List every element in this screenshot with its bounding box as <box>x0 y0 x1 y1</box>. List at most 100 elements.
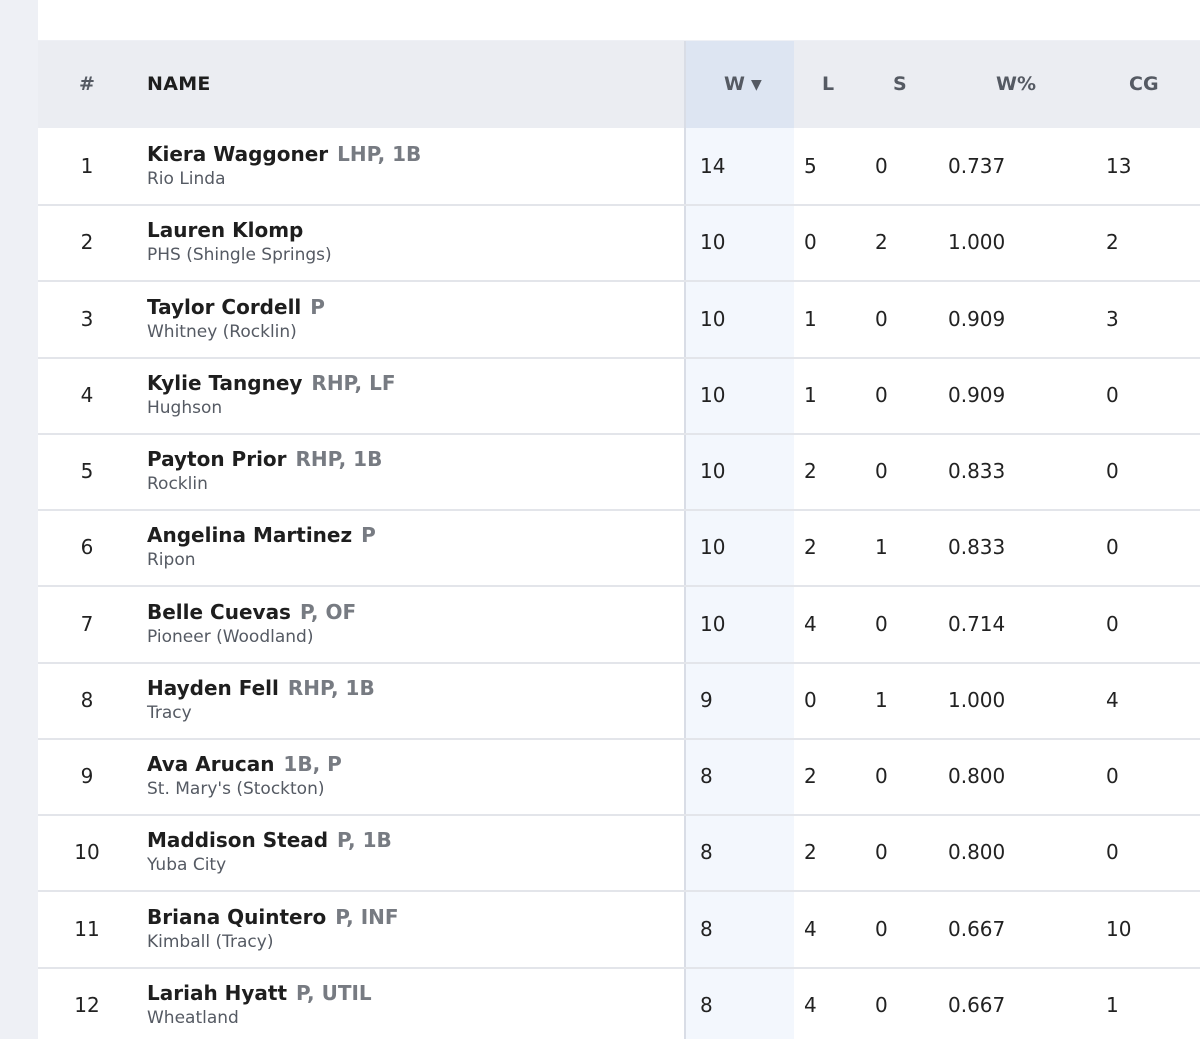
s-cell: 0 <box>875 611 888 636</box>
player-cell: Maddison Stead P, 1B Yuba City <box>147 827 392 877</box>
player-cell: Belle Cuevas P, OF Pioneer (Woodland) <box>147 599 356 649</box>
table-row[interactable]: 9 Ava Arucan 1B, P St. Mary's (Stockton) 8 2… <box>38 738 1200 816</box>
player-name-line: Hayden Fell RHP, 1B <box>147 675 375 701</box>
player-school: Rio Linda <box>147 169 226 189</box>
l-cell: 2 <box>804 840 817 865</box>
table-row[interactable]: 4 Kylie Tangney RHP, LF Hughson 10 1 0 0.909 0 <box>38 357 1200 435</box>
player-position: P <box>310 294 325 319</box>
player-name[interactable]: Lariah Hyatt <box>147 980 288 1005</box>
header-rank[interactable]: # <box>79 73 95 95</box>
player-position: 1B, P <box>283 752 342 776</box>
player-name-line: Kylie Tangney RHP, LF <box>147 370 396 396</box>
player-name[interactable]: Hayden Fell <box>147 675 279 700</box>
header-wpct[interactable]: W% <box>996 73 1036 95</box>
player-position: P <box>361 523 376 548</box>
player-name[interactable]: Ava Arucan <box>147 752 275 776</box>
header-s[interactable]: S <box>893 73 907 95</box>
player-position: LHP, 1B <box>337 142 422 166</box>
player-name[interactable]: Belle Cuevas <box>147 599 291 624</box>
wpct-cell: 1.000 <box>948 230 1006 255</box>
rank-cell: 9 <box>80 764 94 788</box>
player-cell: Lauren Klomp PHS (Shingle Springs) <box>147 217 332 267</box>
w-cell: 8 <box>700 916 713 941</box>
player-name-line: Lariah Hyatt P, UTIL <box>147 980 372 1006</box>
l-cell: 4 <box>804 611 817 636</box>
player-name[interactable]: Kylie Tangney <box>147 370 303 395</box>
player-position: RHP, 1B <box>295 447 383 471</box>
player-name-line: Belle Cuevas P, OF <box>147 599 356 625</box>
w-cell: 8 <box>700 840 713 865</box>
rank-cell: 1 <box>80 154 94 178</box>
player-position: RHP, LF <box>311 370 396 395</box>
w-cell: 10 <box>700 611 726 636</box>
l-cell: 5 <box>804 154 817 178</box>
player-name[interactable]: Maddison Stead <box>147 828 329 853</box>
player-school: Tracy <box>147 702 192 723</box>
l-cell: 2 <box>804 459 817 483</box>
cg-cell: 3 <box>1106 306 1119 331</box>
player-position: RHP, 1B <box>287 675 375 700</box>
table-row[interactable]: 8 Hayden Fell RHP, 1B Tracy 9 0 1 1.000 4 <box>38 662 1200 740</box>
header-name[interactable]: NAME <box>147 73 211 95</box>
w-cell: 10 <box>700 535 726 560</box>
l-cell: 4 <box>804 992 817 1017</box>
sorted-column-highlight <box>684 41 794 1039</box>
player-position: P, 1B <box>337 828 392 853</box>
cg-cell: 1 <box>1106 992 1119 1017</box>
w-cell: 10 <box>700 230 726 255</box>
wpct-cell: 0.909 <box>948 306 1006 331</box>
player-position: P, OF <box>299 599 357 624</box>
wpct-cell: 0.714 <box>948 611 1006 636</box>
table-row[interactable]: 6 Angelina Martinez P Ripon 10 2 1 0.833 0 <box>38 509 1200 588</box>
player-position: P, UTIL <box>296 980 372 1005</box>
wpct-cell: 0.667 <box>948 916 1006 941</box>
table-row[interactable]: 2 Lauren Klomp PHS (Shingle Springs) 10 0 2 1… <box>38 204 1200 283</box>
header-cg[interactable]: CG <box>1129 73 1159 95</box>
cg-cell: 0 <box>1106 535 1119 560</box>
player-name-line: Lauren Klomp <box>147 217 332 243</box>
s-cell: 0 <box>875 992 888 1017</box>
player-name[interactable]: Kiera Waggoner <box>147 142 329 166</box>
cg-cell: 0 <box>1106 611 1119 636</box>
table-row[interactable]: 11 Briana Quintero P, INF Kimball (Tracy) 8… <box>38 891 1200 969</box>
header-l[interactable]: L <box>822 73 835 95</box>
player-name-line: Kiera Waggoner LHP, 1B <box>147 141 421 167</box>
rank-cell: 11 <box>74 916 100 941</box>
player-name[interactable]: Briana Quintero <box>147 904 327 929</box>
player-school: Yuba City <box>147 855 227 876</box>
rank-cell: 8 <box>80 687 94 712</box>
table-row[interactable]: 1 Kiera Waggoner LHP, 1B Rio Linda 14 5 0 0.73… <box>38 128 1200 206</box>
w-cell: 8 <box>700 764 713 788</box>
player-school: Pioneer (Woodland) <box>147 626 314 647</box>
player-name[interactable]: Payton Prior <box>147 447 287 471</box>
player-cell: Kiera Waggoner LHP, 1B Rio Linda <box>147 141 421 191</box>
table-row[interactable]: 12 Lariah Hyatt P, UTIL Wheatland 8 4 0 0.667 1 <box>38 967 1200 1039</box>
w-cell: 10 <box>700 306 726 331</box>
s-cell: 0 <box>875 459 888 483</box>
l-cell: 1 <box>804 306 817 331</box>
player-school: St. Mary's (Stockton) <box>147 779 325 799</box>
s-cell: 0 <box>875 382 888 407</box>
player-school: Rocklin <box>147 474 208 494</box>
player-school: Ripon <box>147 550 196 571</box>
header-w-label: W <box>724 73 745 95</box>
player-position: P, INF <box>335 904 399 929</box>
table-row[interactable]: 5 Payton Prior RHP, 1B Rocklin 10 2 0 0.833 0 <box>38 433 1200 511</box>
player-name-line: Taylor Cordell P <box>147 294 325 320</box>
w-cell: 10 <box>700 459 726 483</box>
wpct-cell: 0.909 <box>948 382 1006 407</box>
header-w[interactable]: W ▼ <box>724 41 762 128</box>
player-name-line: Briana Quintero P, INF <box>147 904 399 930</box>
player-cell: Briana Quintero P, INF Kimball (Tracy) <box>147 904 399 954</box>
sorted-header-highlight <box>684 41 794 128</box>
w-cell: 14 <box>700 154 726 178</box>
table-row[interactable]: 7 Belle Cuevas P, OF Pioneer (Woodland) 10 4… <box>38 586 1200 664</box>
l-cell: 0 <box>804 687 817 712</box>
s-cell: 0 <box>875 154 888 178</box>
player-name-line: Angelina Martinez P <box>147 522 376 548</box>
player-name[interactable]: Lauren Klomp <box>147 218 304 243</box>
player-name[interactable]: Taylor Cordell <box>147 294 302 319</box>
table-row[interactable]: 3 Taylor Cordell P Whitney (Rocklin) 10 1 0 0.… <box>38 281 1200 359</box>
player-name[interactable]: Angelina Martinez <box>147 523 353 548</box>
table-row[interactable]: 10 Maddison Stead P, 1B Yuba City 8 2 0 0.800 0 <box>38 814 1200 893</box>
